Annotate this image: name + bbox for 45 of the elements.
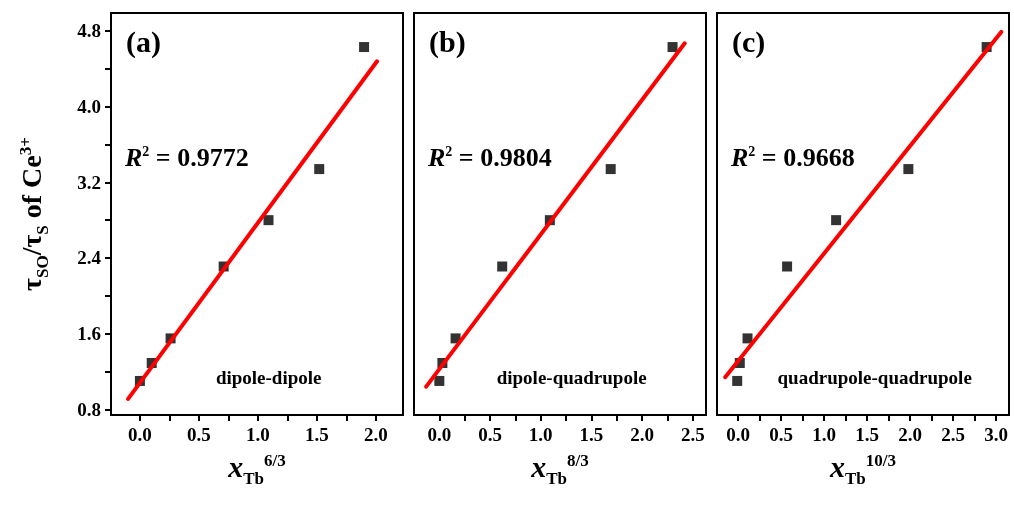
x-tick-label: 1.0: [246, 424, 270, 445]
y-tick-label: 4.8: [77, 20, 101, 42]
x-tick-label: 2.0: [898, 424, 922, 445]
chart-title: (b): [429, 24, 466, 59]
point: [434, 375, 445, 386]
x-tick-label: 3.0: [984, 424, 1008, 445]
annotation: R$^{2}$ = 0.9668: [731, 143, 855, 172]
x-tick-label: 1.0: [812, 424, 836, 445]
x-tick-label: 2.5: [941, 424, 965, 445]
x-tick-label: 2.5: [680, 424, 705, 445]
chart-title: (a): [126, 24, 161, 59]
y-tick-label: 1.6: [77, 323, 101, 345]
annotation: dipole-dipole: [215, 367, 322, 388]
point: [831, 215, 842, 226]
x-tick-label: 0.0: [128, 424, 152, 445]
x-tick-label: 1.5: [305, 424, 329, 445]
x-tick-label: 1.5: [855, 424, 879, 445]
x-tick-label: 0.5: [478, 424, 502, 445]
y-tick-label: 0.8: [77, 398, 101, 420]
annotation: quadrupole-quadrupole: [777, 367, 972, 388]
y-tick-label: 3.2: [77, 171, 101, 193]
x-tick-label: 1.0: [528, 424, 553, 445]
x-tick-label: 1.5: [579, 424, 604, 445]
point: [903, 164, 914, 175]
point: [782, 261, 793, 272]
point: [359, 42, 370, 53]
annotation: R$^{2}$ = 0.9804: [428, 143, 552, 172]
y-tick-label: 4.0: [77, 96, 101, 118]
x-tick-label: 0.5: [187, 424, 211, 445]
point: [497, 261, 508, 272]
point: [732, 375, 743, 386]
point: [314, 164, 325, 175]
chart-title: (c): [732, 24, 766, 59]
point: [742, 333, 753, 344]
point: [667, 42, 678, 53]
x-tick-label: 0.0: [427, 424, 452, 445]
point: [605, 164, 616, 175]
x-tick-label: 2.0: [363, 424, 388, 445]
y-tick-label: 2.4: [77, 247, 102, 269]
x-tick-label: 2.0: [630, 424, 654, 445]
annotation: R$^{2}$ = 0.9772: [125, 143, 249, 172]
x-tick-label: 0.0: [726, 424, 750, 445]
annotation: dipole-quadrupole: [496, 367, 647, 388]
point: [263, 215, 274, 226]
x-tick-label: 0.5: [769, 424, 793, 445]
